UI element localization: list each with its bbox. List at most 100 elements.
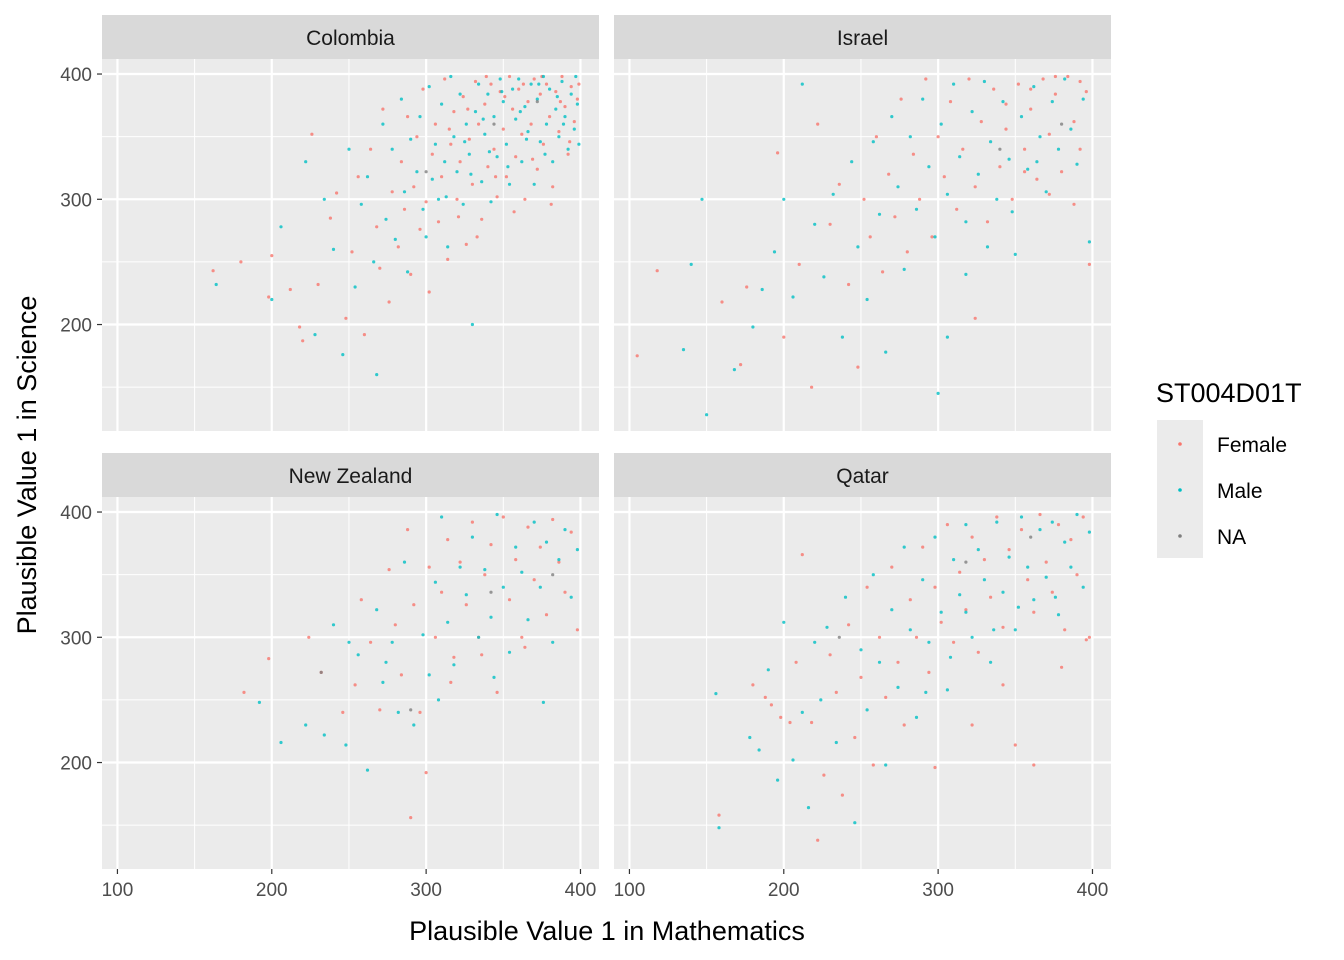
point-female xyxy=(489,543,493,547)
point-female xyxy=(310,132,314,136)
point-male xyxy=(958,593,962,597)
point-female xyxy=(458,560,462,564)
point-male xyxy=(964,272,968,276)
point-female xyxy=(927,670,931,675)
point-female xyxy=(717,813,721,817)
point-male xyxy=(933,535,937,539)
point-female xyxy=(1053,74,1057,79)
point-female xyxy=(470,520,474,524)
point-male xyxy=(381,680,385,685)
point-female xyxy=(1069,538,1073,542)
point-female xyxy=(1032,763,1036,767)
point-male xyxy=(1069,127,1073,131)
point-male xyxy=(1053,595,1057,599)
point-male xyxy=(520,160,524,164)
point-female xyxy=(1023,147,1027,151)
point-female xyxy=(538,92,542,96)
point-male xyxy=(524,137,529,141)
point-male xyxy=(551,160,555,164)
point-female xyxy=(335,191,339,195)
point-male xyxy=(551,640,555,644)
point-male xyxy=(717,826,721,830)
point-female xyxy=(945,523,950,527)
point-female xyxy=(1004,102,1008,106)
point-female xyxy=(1047,132,1051,136)
point-male xyxy=(257,700,261,705)
point-male xyxy=(1050,520,1054,524)
point-male xyxy=(952,558,956,562)
x-tick-label: 100 xyxy=(614,880,646,901)
point-male xyxy=(989,140,993,144)
point-female xyxy=(421,87,425,91)
point-male xyxy=(541,74,546,79)
point-female xyxy=(933,585,937,589)
point-female xyxy=(884,695,888,700)
point-male xyxy=(566,147,570,151)
point-female xyxy=(572,120,576,124)
point-female xyxy=(301,339,305,343)
point-male xyxy=(529,82,533,86)
facet-strip-colombia xyxy=(102,15,599,59)
point-male xyxy=(507,182,512,186)
panel-background-colombia xyxy=(102,59,599,431)
point-male xyxy=(495,512,499,517)
facet-strip-new-zealand xyxy=(102,453,599,497)
point-female xyxy=(918,197,922,201)
point-male xyxy=(452,663,456,667)
point-female xyxy=(1001,625,1005,629)
point-female xyxy=(467,137,471,141)
point-male xyxy=(572,127,576,131)
point-female xyxy=(433,635,437,639)
point-female xyxy=(433,122,437,126)
point-female xyxy=(242,690,246,695)
point-male xyxy=(1075,162,1079,166)
point-female xyxy=(948,100,953,104)
point-male xyxy=(421,633,425,637)
point-male xyxy=(557,135,561,139)
point-female xyxy=(970,723,974,727)
point-na xyxy=(319,670,323,675)
point-female xyxy=(503,95,507,99)
point-female xyxy=(452,655,456,659)
point-female xyxy=(828,653,832,657)
point-male xyxy=(939,610,943,614)
point-female xyxy=(1038,512,1042,517)
point-female xyxy=(551,517,555,522)
point-female xyxy=(1078,147,1082,151)
point-male xyxy=(557,558,561,562)
point-na xyxy=(1060,122,1064,126)
point-male xyxy=(871,140,875,144)
point-male xyxy=(495,155,499,159)
point-male xyxy=(1026,167,1030,171)
point-female xyxy=(1060,665,1064,669)
point-female xyxy=(449,142,453,146)
point-male xyxy=(877,660,882,664)
point-female xyxy=(399,673,403,677)
point-male xyxy=(544,540,549,544)
point-female xyxy=(751,683,755,687)
point-female xyxy=(569,530,573,534)
point-female xyxy=(418,227,422,231)
point-female xyxy=(874,135,879,139)
point-female xyxy=(446,538,450,542)
point-female xyxy=(563,590,567,594)
point-female xyxy=(834,690,838,695)
point-male xyxy=(480,180,484,184)
point-female xyxy=(369,147,373,151)
point-male xyxy=(1013,628,1017,632)
point-female xyxy=(532,77,536,81)
point-female xyxy=(865,585,869,589)
point-male xyxy=(507,650,512,654)
point-male xyxy=(543,152,547,156)
point-male xyxy=(353,285,357,289)
point-male xyxy=(365,175,370,179)
point-male xyxy=(843,595,848,599)
point-female xyxy=(976,650,980,654)
point-male xyxy=(760,287,764,292)
point-male xyxy=(985,245,990,249)
point-female xyxy=(973,185,977,189)
point-male xyxy=(563,115,567,119)
point-female xyxy=(526,100,530,104)
